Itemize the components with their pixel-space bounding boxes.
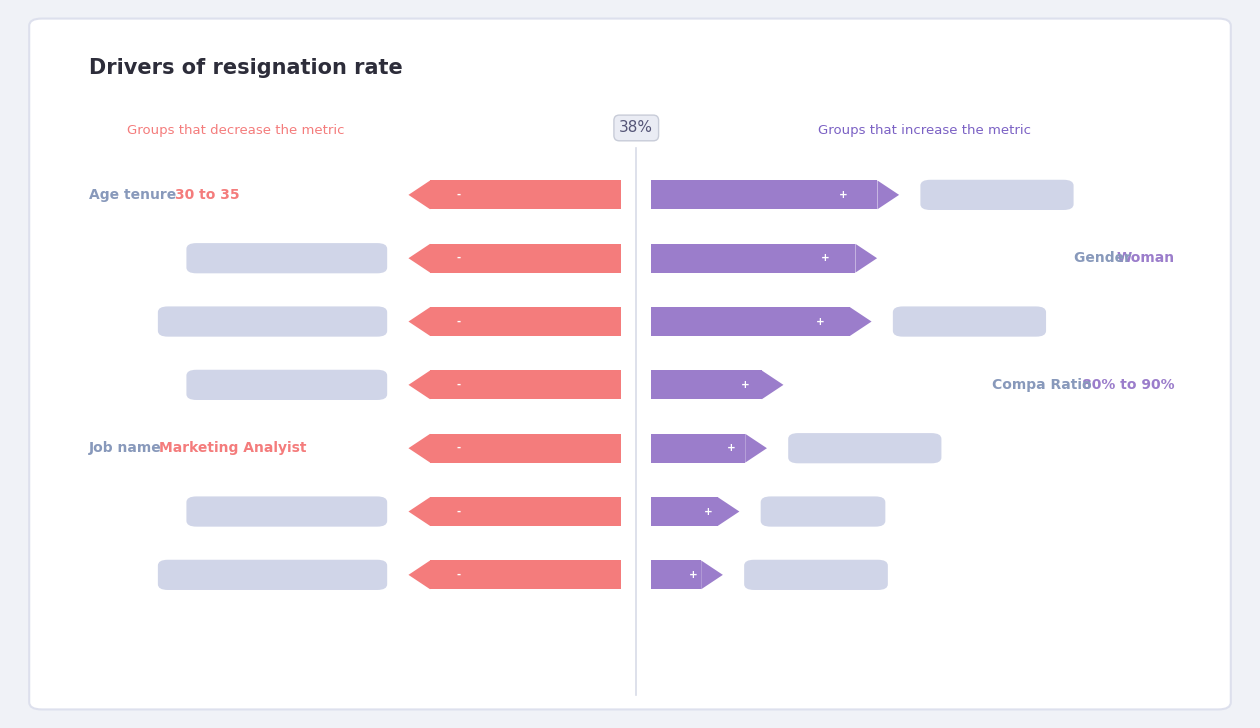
Polygon shape bbox=[408, 497, 430, 526]
Polygon shape bbox=[856, 244, 877, 272]
Polygon shape bbox=[408, 434, 430, 462]
FancyBboxPatch shape bbox=[430, 434, 621, 462]
Text: Compa Ratio: Compa Ratio bbox=[993, 378, 1097, 392]
FancyBboxPatch shape bbox=[29, 18, 1231, 710]
Text: Groups that decrease the metric: Groups that decrease the metric bbox=[127, 124, 344, 137]
Text: Woman: Woman bbox=[1116, 251, 1174, 265]
FancyBboxPatch shape bbox=[430, 307, 621, 336]
FancyBboxPatch shape bbox=[651, 181, 877, 209]
FancyBboxPatch shape bbox=[430, 181, 621, 209]
FancyBboxPatch shape bbox=[186, 243, 387, 273]
Polygon shape bbox=[408, 307, 430, 336]
Text: +: + bbox=[703, 507, 712, 517]
Polygon shape bbox=[850, 307, 872, 336]
Text: Drivers of resignation rate: Drivers of resignation rate bbox=[89, 58, 403, 78]
FancyBboxPatch shape bbox=[430, 371, 621, 399]
Text: Gender: Gender bbox=[1074, 251, 1135, 265]
Polygon shape bbox=[702, 561, 723, 589]
Text: -: - bbox=[456, 190, 461, 200]
Polygon shape bbox=[408, 561, 430, 589]
Text: Groups that increase the metric: Groups that increase the metric bbox=[818, 124, 1031, 137]
FancyBboxPatch shape bbox=[651, 244, 856, 272]
FancyBboxPatch shape bbox=[186, 370, 387, 400]
FancyBboxPatch shape bbox=[158, 560, 387, 590]
Text: -: - bbox=[456, 253, 461, 264]
Text: -: - bbox=[456, 380, 461, 390]
FancyBboxPatch shape bbox=[651, 434, 745, 462]
Text: -: - bbox=[456, 443, 461, 454]
Text: 30 to 35: 30 to 35 bbox=[175, 188, 239, 202]
FancyBboxPatch shape bbox=[430, 497, 621, 526]
Text: +: + bbox=[839, 190, 848, 200]
Text: +: + bbox=[741, 380, 750, 390]
Text: Marketing Analyist: Marketing Analyist bbox=[159, 441, 306, 455]
FancyBboxPatch shape bbox=[430, 244, 621, 272]
FancyBboxPatch shape bbox=[651, 497, 718, 526]
FancyBboxPatch shape bbox=[430, 561, 621, 589]
Polygon shape bbox=[745, 434, 767, 462]
Polygon shape bbox=[408, 371, 430, 399]
Polygon shape bbox=[408, 181, 430, 209]
Polygon shape bbox=[718, 497, 740, 526]
Text: Age tenure: Age tenure bbox=[89, 188, 181, 202]
FancyBboxPatch shape bbox=[745, 560, 888, 590]
Text: Job name: Job name bbox=[89, 441, 166, 455]
FancyBboxPatch shape bbox=[789, 433, 941, 463]
Text: +: + bbox=[689, 570, 698, 580]
Polygon shape bbox=[408, 244, 430, 272]
Text: +: + bbox=[820, 253, 829, 264]
FancyBboxPatch shape bbox=[158, 306, 387, 336]
FancyBboxPatch shape bbox=[186, 496, 387, 526]
FancyBboxPatch shape bbox=[651, 371, 762, 399]
Text: 38%: 38% bbox=[619, 120, 653, 135]
FancyBboxPatch shape bbox=[651, 561, 702, 589]
FancyBboxPatch shape bbox=[893, 306, 1046, 336]
Polygon shape bbox=[762, 371, 784, 399]
Text: -: - bbox=[456, 570, 461, 580]
Text: -: - bbox=[456, 507, 461, 517]
Text: +: + bbox=[815, 317, 824, 327]
FancyBboxPatch shape bbox=[651, 307, 851, 336]
Text: +: + bbox=[727, 443, 736, 454]
FancyBboxPatch shape bbox=[920, 180, 1074, 210]
Text: 80% to 90%: 80% to 90% bbox=[1082, 378, 1174, 392]
Text: -: - bbox=[456, 317, 461, 327]
FancyBboxPatch shape bbox=[761, 496, 886, 526]
Polygon shape bbox=[877, 181, 900, 209]
